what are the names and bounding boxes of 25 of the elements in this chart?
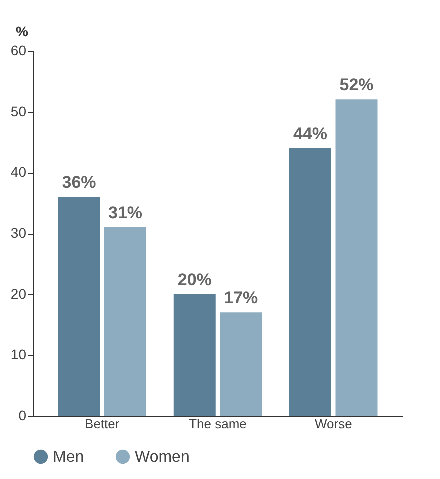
bar (58, 197, 100, 416)
data-label: 17% (224, 288, 258, 308)
x-tick-label: Better (85, 416, 120, 432)
x-tick-label: The same (189, 416, 247, 432)
legend-label: Men (53, 449, 84, 466)
bar (290, 148, 332, 416)
y-tick-label: 30 (10, 225, 27, 241)
data-label: 44% (293, 124, 328, 144)
y-tick-label: 20 (10, 286, 27, 302)
bar (104, 227, 146, 416)
data-label: 52% (340, 76, 374, 95)
bar (336, 100, 378, 416)
y-tick-label: 50 (10, 103, 27, 120)
data-label: 20% (178, 270, 212, 290)
y-tick-label: 0 (18, 408, 27, 424)
y-tick-label: 40 (10, 164, 27, 180)
y-tick-label: 60 (10, 42, 27, 58)
y-tick-label: 10 (10, 346, 27, 363)
x-tick-label: Worse (314, 416, 352, 432)
bar (220, 312, 262, 416)
y-axis-title: % (16, 24, 30, 40)
data-label: 31% (108, 203, 143, 222)
data-label: 36% (62, 173, 96, 192)
bar (174, 294, 216, 416)
legend-label: Women (135, 449, 190, 466)
